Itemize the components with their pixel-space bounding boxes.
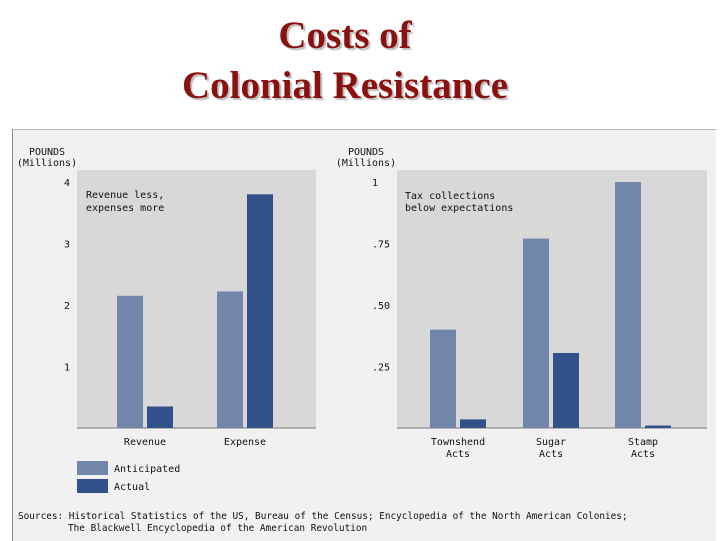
title-line-2: Colonial Resistance — [181, 64, 509, 107]
x-tick-label: Expense — [224, 437, 266, 448]
y-tick-label: 1 — [372, 178, 378, 189]
legend-label-anticipated: Anticipated — [114, 464, 180, 475]
y-tick-label: .25 — [372, 363, 390, 374]
source-note-line-1: Sources: Historical Statistics of the US… — [18, 511, 628, 522]
chart-annotation-2: below expectations — [405, 203, 513, 214]
bar-anticipated — [523, 238, 549, 428]
y-tick-label: 2 — [64, 301, 70, 312]
y-axis-label-1: POUNDS — [29, 147, 65, 158]
x-tick-label: Stamp — [628, 437, 658, 448]
y-axis-label-2: (Millions) — [336, 158, 396, 169]
y-tick-label: 4 — [64, 178, 70, 189]
y-axis-label-1: (Millions) — [17, 158, 77, 169]
chart-annotation-1: expenses more — [86, 203, 164, 214]
bar-actual — [460, 419, 486, 428]
x-tick-label: Sugar — [536, 437, 566, 448]
bar-actual — [645, 425, 671, 428]
bar-anticipated — [615, 182, 641, 428]
chart-annotation-2: Tax collections — [405, 191, 495, 202]
plot-area-1 — [77, 170, 316, 428]
legend-label-actual: Actual — [114, 482, 150, 493]
y-tick-label: 1 — [64, 363, 70, 374]
bar-actual — [247, 194, 273, 428]
bar-anticipated — [430, 329, 456, 428]
bar-actual — [147, 406, 173, 428]
bar-anticipated — [217, 291, 243, 428]
bar-actual — [553, 352, 579, 428]
x-tick-label: Revenue — [124, 437, 166, 448]
x-tick-label: Acts — [631, 449, 655, 460]
legend-swatch-actual — [77, 479, 108, 493]
bar-anticipated — [117, 295, 143, 428]
y-axis-label-2: POUNDS — [348, 147, 384, 158]
x-tick-label: Acts — [446, 449, 470, 460]
x-tick-label: Townshend — [431, 437, 485, 448]
y-tick-label: .50 — [372, 301, 390, 312]
y-tick-label: .75 — [372, 240, 390, 251]
x-tick-label: Acts — [539, 449, 563, 460]
y-tick-label: 3 — [64, 240, 70, 251]
title-line-1: Costs of — [278, 14, 412, 57]
legend-swatch-anticipated — [77, 461, 108, 475]
chart-annotation-1: Revenue less, — [86, 190, 164, 201]
source-note-line-2: The Blackwell Encyclopedia of the Americ… — [68, 523, 367, 534]
